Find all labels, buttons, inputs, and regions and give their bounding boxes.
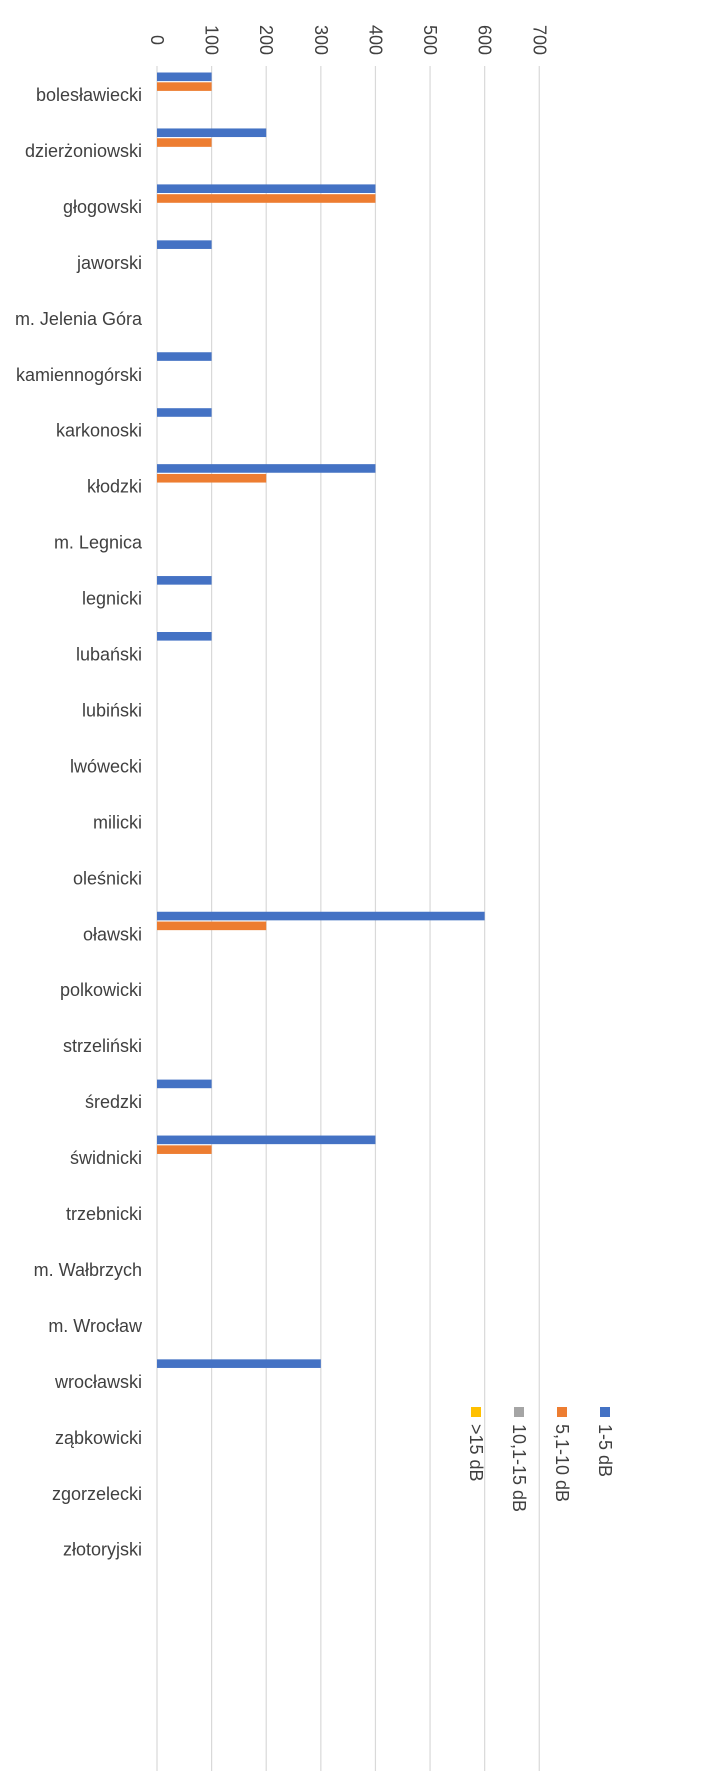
tick-label-700: 700 — [529, 25, 549, 55]
bar-1-1 — [157, 128, 267, 138]
bar-1-18 — [157, 1079, 212, 1089]
category-labels: bolesławiecki dzierżoniowski głogowski jawo… — [15, 85, 143, 1560]
tick-label-600: 600 — [475, 25, 495, 55]
legend-label: >15 dB — [466, 1424, 486, 1482]
bar-1-15 — [157, 911, 485, 921]
category-label: lwówecki — [70, 756, 142, 776]
category-label: lubański — [76, 645, 142, 665]
category-label: jaworski — [76, 253, 142, 273]
category-label: oleśnicki — [73, 868, 142, 888]
bar-2-1 — [157, 138, 212, 147]
bar-1-3 — [157, 240, 212, 249]
bar-1-10 — [157, 632, 212, 641]
category-label: głogowski — [63, 197, 142, 217]
legend: 1-5 dB 5,1-10 dB 10,1-15 dB >15 dB — [466, 1407, 615, 1512]
bar-2-15 — [157, 921, 267, 931]
bar-2-0 — [157, 82, 212, 91]
category-label: m. Wałbrzych — [34, 1260, 142, 1280]
category-label: legnicki — [82, 589, 142, 609]
tick-label-0: 0 — [147, 35, 167, 45]
bar-2-7 — [157, 473, 267, 483]
legend-swatch — [471, 1407, 481, 1417]
category-label: zgorzelecki — [52, 1484, 142, 1504]
legend-swatch — [600, 1407, 610, 1417]
category-label: złotoryjski — [63, 1540, 142, 1560]
category-label: karkonoski — [56, 421, 142, 441]
category-label: wrocławski — [54, 1372, 142, 1392]
bar-1-2 — [157, 184, 376, 193]
category-label: m. Wrocław — [48, 1316, 143, 1336]
legend-swatch — [557, 1407, 567, 1417]
category-label: polkowicki — [60, 980, 142, 1000]
category-label: ząbkowicki — [55, 1428, 142, 1448]
bar-1-7 — [157, 464, 376, 473]
category-label: m. Jelenia Góra — [15, 309, 143, 329]
category-label: średzki — [85, 1092, 142, 1112]
legend-label: 10,1-15 dB — [509, 1424, 529, 1512]
tick-label-300: 300 — [311, 25, 331, 55]
legend-label: 5,1-10 dB — [552, 1424, 572, 1502]
category-label: milicki — [93, 812, 142, 832]
tick-label-100: 100 — [202, 25, 222, 55]
bar-1-0 — [157, 72, 212, 82]
tick-label-200: 200 — [256, 25, 276, 55]
category-label: m. Legnica — [54, 533, 143, 553]
category-label: bolesławiecki — [36, 85, 142, 105]
category-label: strzeliński — [63, 1036, 142, 1056]
category-label: oławski — [83, 924, 142, 944]
legend-label: 1-5 dB — [595, 1424, 615, 1477]
tick-label-500: 500 — [420, 25, 440, 55]
x-axis-ticks: 0 100 200 300 400 500 600 700 — [147, 25, 549, 55]
category-label: kłodzki — [87, 477, 142, 497]
category-label: trzebnicki — [66, 1204, 142, 1224]
bars — [157, 72, 485, 1368]
bar-1-19 — [157, 1135, 376, 1145]
bar-1-5 — [157, 352, 212, 361]
bar-2-19 — [157, 1145, 212, 1154]
category-label: świdnicki — [70, 1148, 142, 1168]
tick-label-400: 400 — [365, 25, 385, 55]
category-label: dzierżoniowski — [25, 141, 142, 161]
bar-1-6 — [157, 408, 212, 417]
legend-swatch — [514, 1407, 524, 1417]
bar-1-23 — [157, 1359, 321, 1368]
category-label: lubiński — [82, 700, 142, 720]
bar-2-2 — [157, 194, 376, 203]
bar-1-9 — [157, 576, 212, 585]
category-label: kamiennogórski — [16, 365, 142, 385]
